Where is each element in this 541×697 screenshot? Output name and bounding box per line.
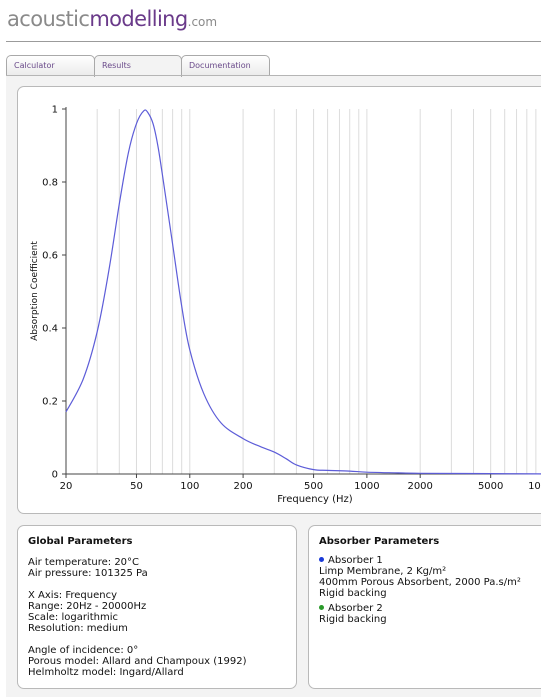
- absorber-1-name: Absorber 1: [328, 555, 383, 566]
- absorber-1-dot-icon: [319, 557, 324, 562]
- y-tick-label: 0.6: [42, 251, 58, 262]
- absorption-curve: [65, 109, 541, 475]
- x-tick-label: 200: [234, 481, 253, 492]
- absorber-2-name: Absorber 2: [328, 603, 383, 614]
- absorber-1-layer: 400mm Porous Absorbent, 2000 Pa.s/m²: [319, 577, 521, 588]
- absorber-2-layer: Rigid backing: [319, 614, 387, 625]
- helmholtz-model: Helmholtz model: Ingard/Allard: [28, 667, 184, 678]
- x-tick-label: 50: [130, 481, 143, 492]
- y-tick-label: 1: [52, 105, 58, 116]
- global-parameters-title: Global Parameters: [28, 536, 133, 547]
- air-pressure: Air pressure: 101325 Pa: [28, 568, 148, 579]
- y-tick-label: 0.2: [42, 397, 58, 408]
- absorber-parameters-panel: Absorber Parameters Absorber 1 Limp Memb…: [308, 525, 541, 689]
- angle-of-incidence: Angle of incidence: 0°: [28, 645, 139, 656]
- x-tick-label: 2000: [407, 481, 432, 492]
- x-tick-label: 1000: [354, 481, 379, 492]
- x-tick-label: 5000: [478, 481, 503, 492]
- x-axis-param: X Axis: Frequency: [28, 590, 117, 601]
- y-axis-label: Absorption Coefficient: [30, 241, 40, 341]
- logo-part-domain: .com: [187, 15, 218, 29]
- y-tick-label: 0.4: [42, 324, 58, 335]
- absorber-2-dot-icon: [319, 605, 324, 610]
- scale-param: Scale: logarithmic: [28, 612, 118, 623]
- y-tick-label: 0.8: [42, 178, 58, 189]
- tab-results[interactable]: Results: [94, 55, 182, 77]
- air-temperature: Air temperature: 20°C: [28, 557, 140, 568]
- header-divider: [6, 41, 541, 42]
- logo-part-acoustic: acoustic: [7, 7, 90, 31]
- resolution-param: Resolution: medium: [28, 623, 128, 634]
- absorber-1-layer: Rigid backing: [319, 588, 387, 599]
- absorber-parameters-title: Absorber Parameters: [319, 536, 440, 547]
- range-param: Range: 20Hz - 20000Hz: [28, 601, 147, 612]
- site-logo[interactable]: acousticmodelling.com: [7, 7, 217, 31]
- global-parameters-panel: Global Parameters Air temperature: 20°C …: [17, 525, 297, 689]
- absorber-2-heading: Absorber 2: [319, 603, 521, 614]
- x-tick-label: 10000: [528, 481, 541, 492]
- x-tick-label: 500: [304, 481, 323, 492]
- porous-model: Porous model: Allard and Champoux (1992): [28, 656, 247, 667]
- x-tick-label: 100: [180, 481, 199, 492]
- y-tick-label: 0: [52, 470, 58, 481]
- tab-documentation[interactable]: Documentation: [181, 55, 270, 75]
- tab-calculator[interactable]: Calculator: [6, 55, 95, 75]
- absorption-chart: 0 0.2 0.4 0.6 0.8 1 20 50 100 200 500 1000 2000 5000 1…: [30, 105, 541, 505]
- x-tick-label: 20: [60, 481, 73, 492]
- logo-part-modelling: modelling: [89, 7, 188, 31]
- absorber-1-heading: Absorber 1: [319, 555, 521, 566]
- chart-panel: 0 0.2 0.4 0.6 0.8 1 20 50 100 200 500 1000 2000 5000 1…: [17, 86, 541, 514]
- absorber-1-layer: Limp Membrane, 2 Kg/m²: [319, 566, 447, 577]
- x-axis-label: Frequency (Hz): [277, 494, 353, 505]
- tab-bar-divider: [6, 75, 541, 76]
